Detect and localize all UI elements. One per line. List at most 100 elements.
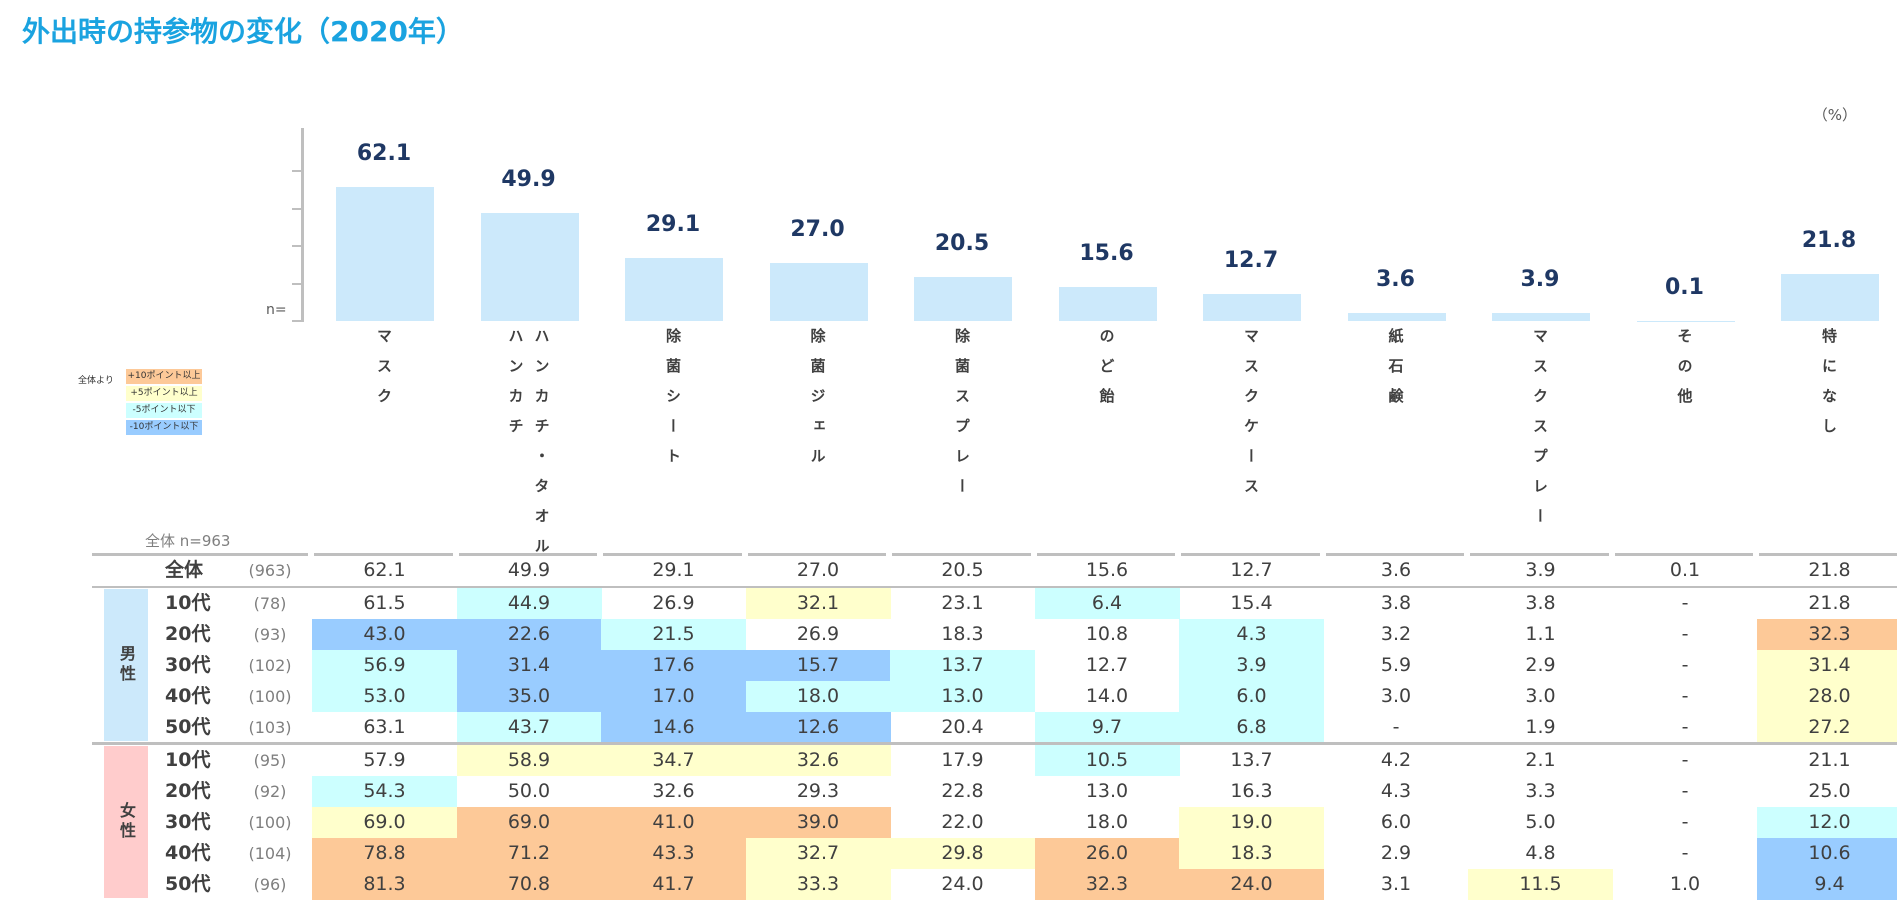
table-cell: 20.4 <box>941 716 984 738</box>
table-cell: 22.0 <box>941 811 984 833</box>
table-cell: 17.0 <box>601 681 746 712</box>
row-label: 40代 <box>165 685 211 707</box>
table-row: 40代 (100) 53.0 35.0 17.0 18.0 13.0 14.0 6.0 3.0 3.… <box>0 681 1897 712</box>
table-cell: 18.0 <box>745 681 891 712</box>
table-cell: 6.0 <box>1380 811 1412 833</box>
table-cell: 32.7 <box>745 838 891 869</box>
table-cell: 3.8 <box>1380 592 1412 614</box>
table-cell: 32.1 <box>745 588 891 619</box>
page-title: 外出時の持参物の変化（2020年） <box>22 15 464 48</box>
row-n: (96) <box>253 875 287 894</box>
table-cell: 15.6 <box>1085 559 1129 581</box>
row-label: 20代 <box>165 780 211 802</box>
table-cell: 14.0 <box>1085 685 1129 707</box>
row-label: 20代 <box>165 623 211 645</box>
table-cell: 41.0 <box>601 807 746 838</box>
total-n-label: 全体 n=963 <box>145 532 231 550</box>
table-cell: 4.3 <box>1380 780 1412 802</box>
table-cell: 9.7 <box>1034 712 1180 743</box>
category-label: マスクケース <box>1179 328 1323 508</box>
table-cell: 22.8 <box>941 780 984 802</box>
table-cell: 2.1 <box>1525 749 1556 771</box>
legend-item-minus5: -5ポイント以下 <box>126 403 202 418</box>
category-label: 除菌ジェル <box>746 328 890 478</box>
bar-value-label: 3.9 <box>1520 266 1560 292</box>
column-header-rule <box>1036 553 1175 556</box>
table-cell: 4.3 <box>1179 619 1324 650</box>
table-cell: 81.3 <box>312 869 457 900</box>
table-cell: 27.2 <box>1757 712 1897 743</box>
table-cell: - <box>1681 623 1689 645</box>
header-rule <box>92 553 308 556</box>
table-cell: 18.3 <box>941 623 984 645</box>
category-label-text: 除菌ジェル <box>808 328 827 478</box>
row-n: (93) <box>253 625 287 644</box>
unit-label: （%） <box>1812 106 1857 124</box>
y-axis-tick <box>292 282 302 285</box>
table-cell: 28.0 <box>1757 681 1897 712</box>
table-cell: 34.7 <box>601 745 746 776</box>
table-cell: - <box>1681 685 1689 707</box>
row-label: 30代 <box>165 654 211 676</box>
table-cell: 1.0 <box>1669 873 1701 895</box>
gender-label-text: 女性 <box>117 802 136 842</box>
bar-value-label: 27.0 <box>790 216 845 242</box>
bar <box>1636 320 1735 322</box>
table-cell: 1.1 <box>1525 623 1556 645</box>
legend-item-plus5: +5ポイント以上 <box>126 386 202 401</box>
bar-value-label: 12.7 <box>1223 247 1279 273</box>
table-cell: 24.0 <box>941 873 984 895</box>
table-cell: 5.0 <box>1525 811 1556 833</box>
bar <box>480 213 579 321</box>
table-cell: 3.3 <box>1525 780 1556 802</box>
table-cell: 15.7 <box>745 650 891 681</box>
category-label-text: 除菌スプレー <box>953 328 971 508</box>
table-cell: 31.4 <box>456 650 602 681</box>
total-rule <box>92 586 1897 588</box>
table-cell: 57.9 <box>363 749 406 771</box>
table-cell: 5.9 <box>1380 654 1412 676</box>
row-label: 50代 <box>165 716 211 738</box>
table-cell: 3.9 <box>1179 650 1324 681</box>
bar-value-label: 0.1 <box>1665 274 1704 300</box>
table-cell: 3.0 <box>1525 685 1556 707</box>
table-cell: 2.9 <box>1380 842 1412 864</box>
row-label: 10代 <box>165 749 211 771</box>
column-header-rule <box>314 553 453 556</box>
row-n: (963) <box>248 561 292 580</box>
table-cell: 1.9 <box>1525 716 1556 738</box>
column-header-rule <box>458 553 597 556</box>
row-label: 50代 <box>165 873 211 895</box>
table-cell: - <box>1681 654 1689 676</box>
table-row: 50代 (96) 81.3 70.8 41.7 33.3 24.0 32.3 24.0 3.1 11… <box>0 869 1897 900</box>
table-cell: 22.6 <box>456 619 602 650</box>
column-header-rule <box>1759 553 1897 556</box>
category-label-text: マスクケース <box>1242 328 1260 508</box>
column-header-rule <box>1325 553 1464 556</box>
table-cell: 6.4 <box>1034 588 1180 619</box>
table-cell: 17.6 <box>601 650 746 681</box>
gender-label-text: 男性 <box>117 645 136 685</box>
row-n: (100) <box>248 813 292 832</box>
table-cell: 4.2 <box>1380 749 1412 771</box>
category-label-text: マスクスプレー <box>1531 328 1549 538</box>
column-header-rule <box>603 553 742 556</box>
category-label-text: その他 <box>1675 328 1694 418</box>
bar-value-label: 21.8 <box>1801 227 1857 253</box>
row-n: (100) <box>248 687 292 706</box>
table-cell: 29.1 <box>652 559 695 581</box>
table-cell: 9.4 <box>1757 869 1897 900</box>
table-cell: 32.3 <box>1034 869 1180 900</box>
column-header-rule <box>1470 553 1609 556</box>
table-cell: - <box>1392 716 1400 738</box>
bar <box>914 276 1012 321</box>
table-cell: 27.0 <box>796 559 840 581</box>
table-row: 10代 (95) 57.9 58.9 34.7 32.6 17.9 10.5 13.7 4.2 2.… <box>0 745 1897 776</box>
table-cell: 3.1 <box>1380 873 1412 895</box>
row-n: (78) <box>253 594 287 613</box>
category-label-text: のど飴 <box>1097 328 1116 418</box>
table-cell: 3.6 <box>1380 559 1412 581</box>
category-label-text: マスク <box>375 328 393 418</box>
table-cell: 3.8 <box>1525 592 1556 614</box>
table-cell: 12.7 <box>1230 559 1273 581</box>
